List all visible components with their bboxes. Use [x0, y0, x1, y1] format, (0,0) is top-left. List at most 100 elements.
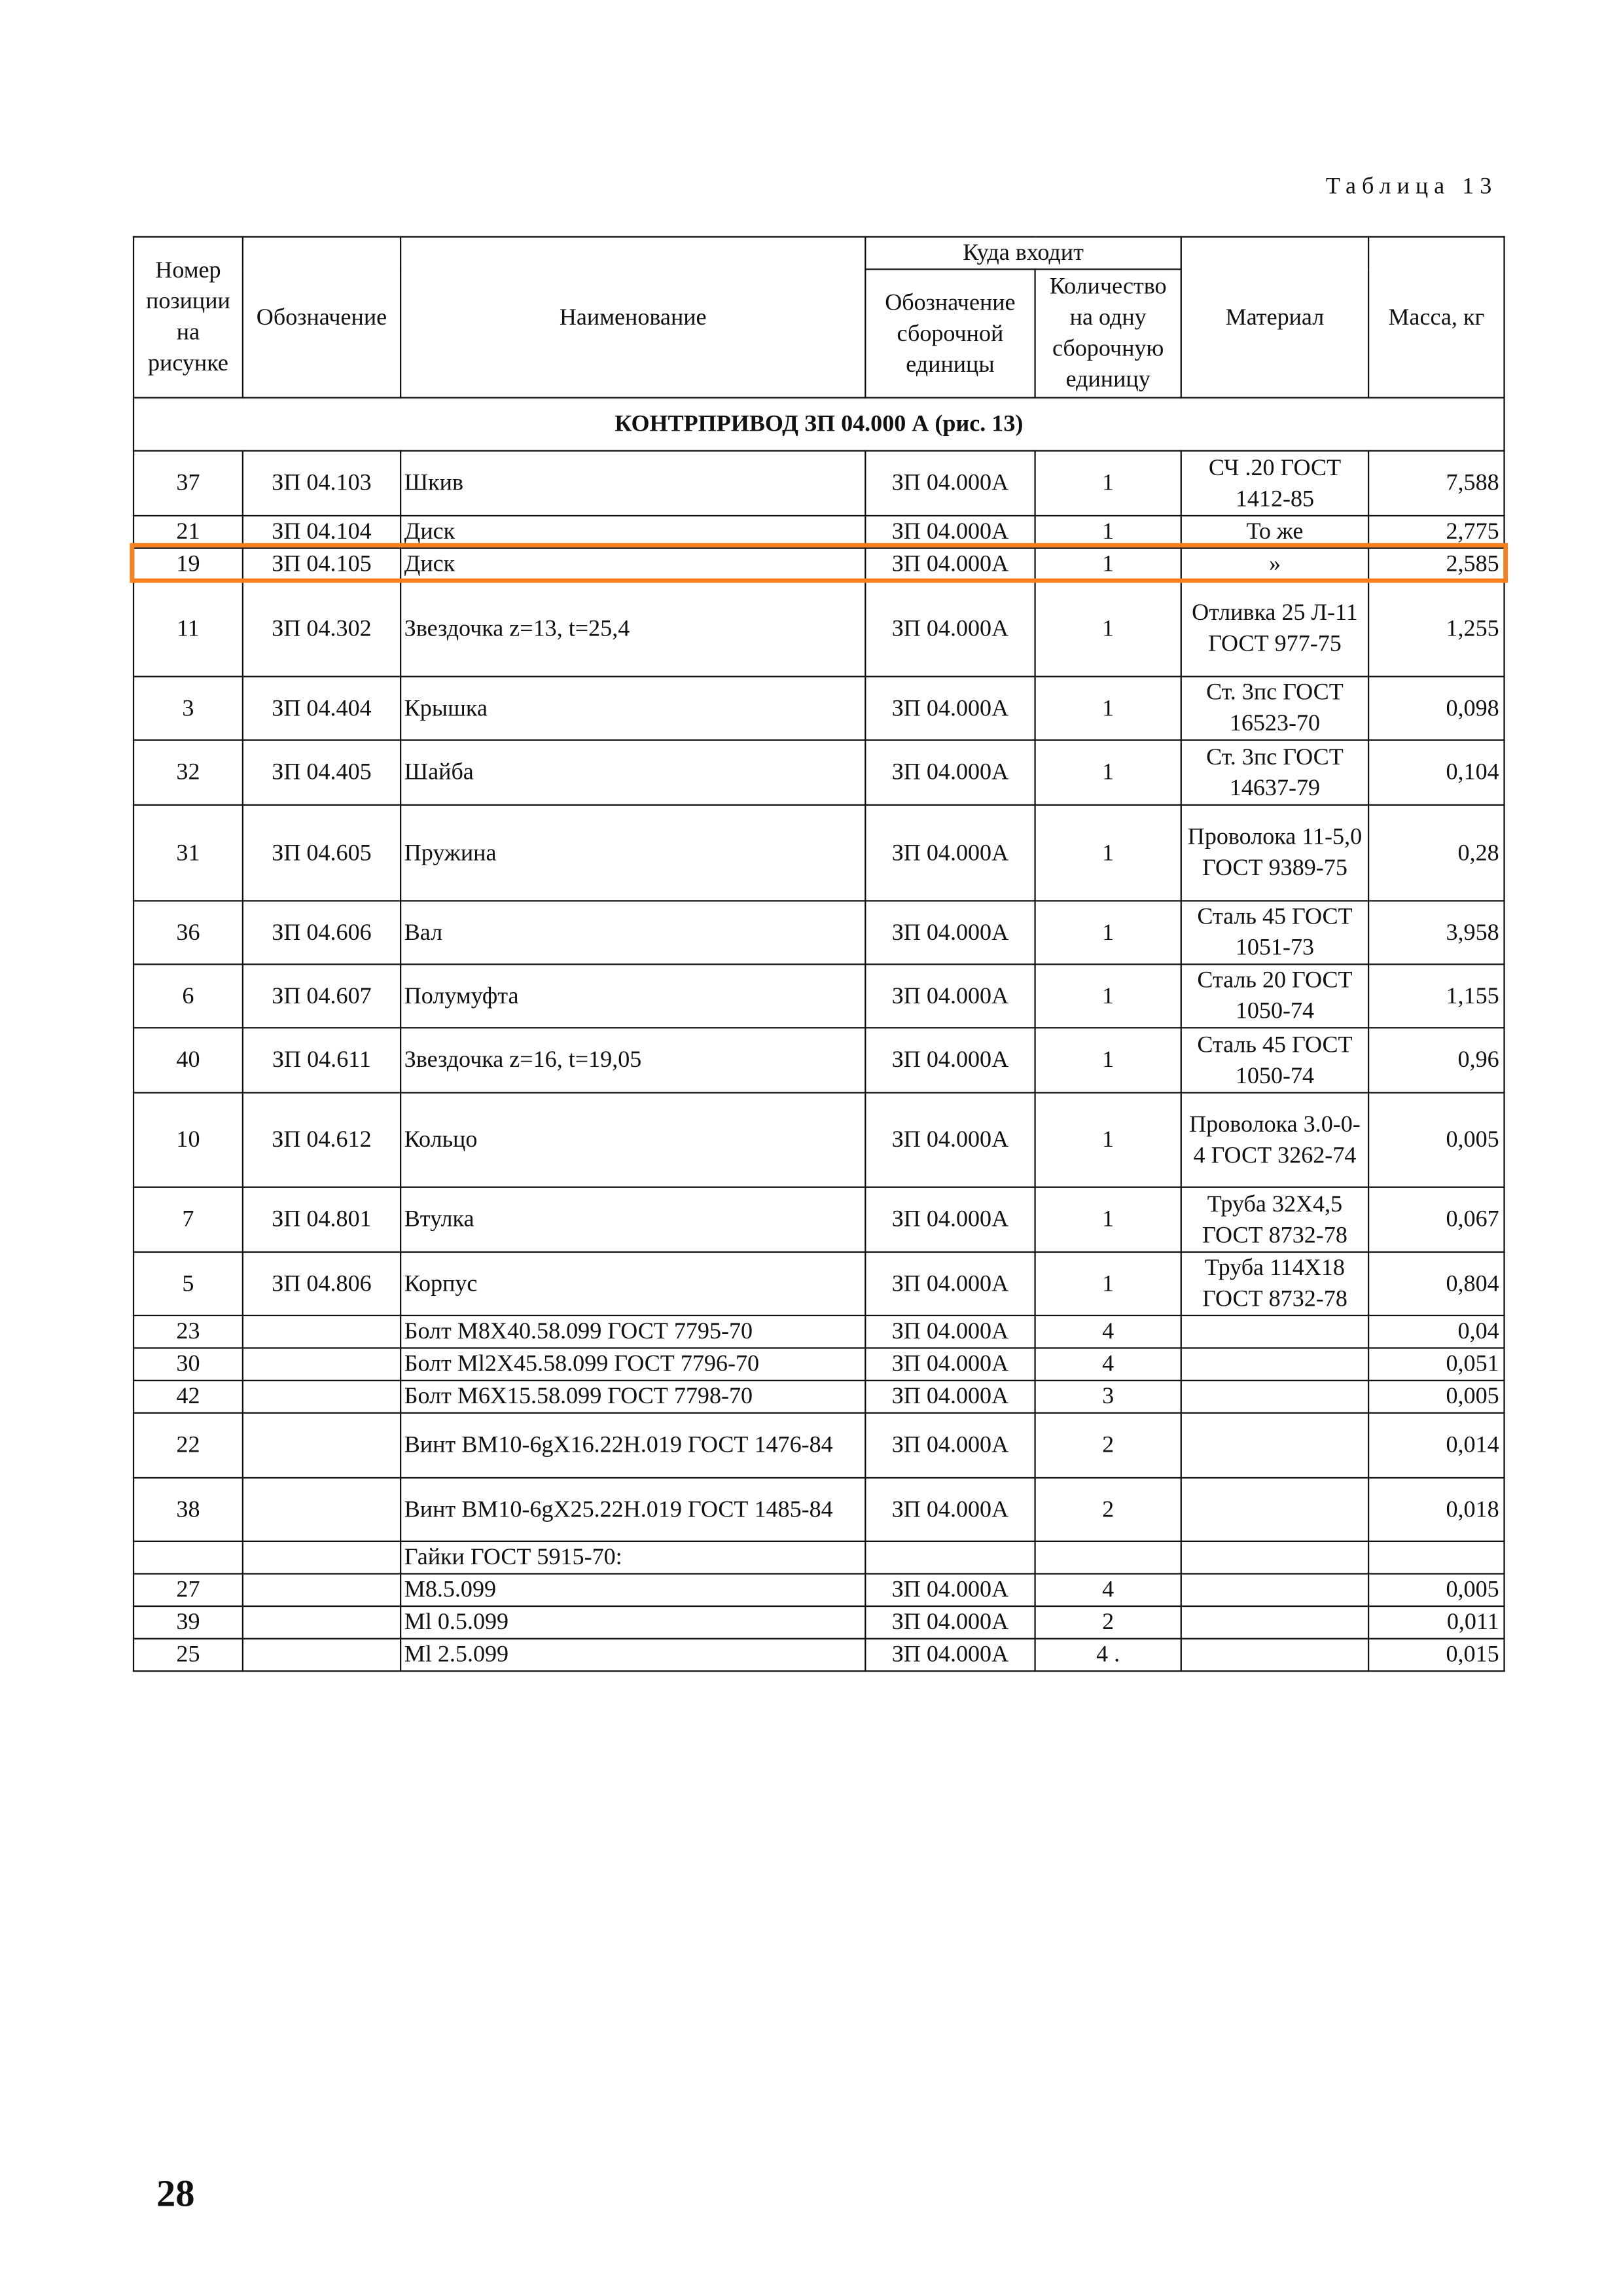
cell-mass: 0,28	[1368, 804, 1505, 902]
cell-designation: ЗП 04.104	[241, 514, 402, 549]
cell-quantity: 4 .	[1034, 1638, 1182, 1672]
cell-position: 11	[132, 580, 244, 677]
table-row: 10 ЗП 04.612 Кольцо ЗП 04.000А 1 Проволока 3.…	[132, 1092, 1505, 1188]
cell-designation: ЗП 04.607	[241, 963, 402, 1029]
header-material: Материал	[1180, 236, 1370, 399]
cell-assembly: ЗП 04.000А	[865, 804, 1036, 902]
cell-designation: ЗП 04.302	[241, 580, 402, 677]
cell-position: 42	[132, 1380, 244, 1414]
table-row: 6 ЗП 04.607 Полумуфта ЗП 04.000А 1 Сталь 20 Г…	[132, 963, 1505, 1029]
cell-mass: 0,005	[1368, 1092, 1505, 1188]
cell-assembly: ЗП 04.000А	[865, 1412, 1036, 1479]
cell-designation	[241, 1540, 402, 1575]
cell-material: Сталь 20 ГОСТ 1050-74	[1180, 963, 1370, 1029]
cell-name: Болт М8Х40.58.099 ГОСТ 7795-70	[399, 1314, 866, 1349]
cell-name: Болт М6Х15.58.099 ГОСТ 7798-70	[399, 1380, 866, 1414]
cell-material: Ст. 3пс ГОСТ 16523-70	[1180, 675, 1370, 741]
table-row: 40 ЗП 04.611 Звездочка z=16, t=19,05 ЗП 04.…	[132, 1027, 1505, 1094]
cell-designation: ЗП 04.806	[241, 1251, 402, 1317]
cell-material: Проволока 11-5,0 ГОСТ 9389-75	[1180, 804, 1370, 902]
cell-assembly: ЗП 04.000А	[865, 450, 1036, 517]
cell-position: 39	[132, 1605, 244, 1640]
cell-quantity: 1	[1034, 675, 1182, 741]
table-row: 39 Ml 0.5.099 ЗП 04.000А 2 0,011	[132, 1605, 1505, 1640]
cell-quantity: 1	[1034, 547, 1182, 582]
cell-quantity: 1	[1034, 1092, 1182, 1188]
cell-name: Кольцо	[399, 1092, 866, 1188]
cell-mass: 0,067	[1368, 1186, 1505, 1253]
table-row: 36 ЗП 04.606 Вал ЗП 04.000А 1 Сталь 45 ГОСТ 1…	[132, 900, 1505, 965]
cell-name: Втулка	[399, 1186, 866, 1253]
table-row: 23 Болт М8Х40.58.099 ГОСТ 7795-70 ЗП 04.00…	[132, 1314, 1505, 1349]
cell-assembly: ЗП 04.000А	[865, 963, 1036, 1029]
cell-quantity: 1	[1034, 1251, 1182, 1317]
cell-material	[1180, 1380, 1370, 1414]
cell-name: Диск	[399, 547, 866, 582]
header-position: Номер позиции на рисунке	[132, 236, 244, 399]
header-name: Наименование	[399, 236, 866, 399]
cell-position: 30	[132, 1347, 244, 1382]
cell-name: Звездочка z=13, t=25,4	[399, 580, 866, 677]
table-row: 27 M8.5.099 ЗП 04.000А 4 0,005	[132, 1573, 1505, 1607]
section-title: КОНТРПРИВОД ЗП 04.000 А (рис. 13)	[132, 397, 1505, 452]
cell-position: 3	[132, 675, 244, 741]
header-assembly-designation: Обозначение сборочной единицы	[865, 268, 1036, 399]
cell-position: 19	[132, 547, 244, 582]
cell-mass: 0,005	[1368, 1573, 1505, 1607]
cell-material	[1180, 1314, 1370, 1349]
cell-assembly: ЗП 04.000А	[865, 1314, 1036, 1349]
cell-name: Вал	[399, 900, 866, 965]
cell-quantity: 1	[1034, 900, 1182, 965]
table-row: 32 ЗП 04.405 Шайба ЗП 04.000А 1 Ст. 3пс ГОСТ …	[132, 739, 1505, 806]
cell-quantity: 1	[1034, 804, 1182, 902]
cell-assembly: ЗП 04.000А	[865, 1380, 1036, 1414]
cell-name: Шкив	[399, 450, 866, 517]
cell-quantity: 1	[1034, 450, 1182, 517]
cell-position: 32	[132, 739, 244, 806]
table-row: 30 Болт Ml2X45.58.099 ГОСТ 7796-70 ЗП 04.0…	[132, 1347, 1505, 1382]
parts-table: Номер позиции на рисунке Обозначение Наи…	[132, 236, 1505, 1672]
cell-name: Пружина	[399, 804, 866, 902]
cell-mass: 0,098	[1368, 675, 1505, 741]
cell-quantity	[1034, 1540, 1182, 1575]
cell-designation: ЗП 04.612	[241, 1092, 402, 1188]
table-row: Гайки ГОСТ 5915-70:	[132, 1540, 1505, 1575]
cell-position: 7	[132, 1186, 244, 1253]
cell-mass: 0,804	[1368, 1251, 1505, 1317]
cell-material: То же	[1180, 514, 1370, 549]
cell-designation	[241, 1412, 402, 1479]
cell-quantity: 4	[1034, 1314, 1182, 1349]
cell-position: 22	[132, 1412, 244, 1479]
cell-position: 21	[132, 514, 244, 549]
table-row: 3 ЗП 04.404 Крышка ЗП 04.000А 1 Ст. 3пс ГОСТ …	[132, 675, 1505, 741]
cell-designation	[241, 1347, 402, 1382]
table-row: 37 ЗП 04.103 Шкив ЗП 04.000А 1 СЧ .20 ГОСТ 14…	[132, 450, 1505, 517]
cell-name: Корпус	[399, 1251, 866, 1317]
table-row: 25 Ml 2.5.099 ЗП 04.000А 4 . 0,015	[132, 1638, 1505, 1672]
cell-assembly: ЗП 04.000А	[865, 1186, 1036, 1253]
cell-mass: 0,104	[1368, 739, 1505, 806]
cell-quantity: 2	[1034, 1412, 1182, 1479]
cell-mass: 1,155	[1368, 963, 1505, 1029]
cell-assembly: ЗП 04.000А	[865, 1605, 1036, 1640]
cell-quantity: 1	[1034, 739, 1182, 806]
cell-mass: 1,255	[1368, 580, 1505, 677]
table-row: 11 ЗП 04.302 Звездочка z=13, t=25,4 ЗП 04.0…	[132, 580, 1505, 677]
header-mass: Масса, кг	[1368, 236, 1505, 399]
cell-mass: 0,015	[1368, 1638, 1505, 1672]
cell-name: Гайки ГОСТ 5915-70:	[399, 1540, 866, 1575]
cell-mass: 0,96	[1368, 1027, 1505, 1094]
cell-quantity: 1	[1034, 963, 1182, 1029]
cell-designation: ЗП 04.606	[241, 900, 402, 965]
cell-assembly: ЗП 04.000А	[865, 1477, 1036, 1543]
cell-designation: ЗП 04.404	[241, 675, 402, 741]
cell-position: 27	[132, 1573, 244, 1607]
cell-assembly: ЗП 04.000А	[865, 1573, 1036, 1607]
cell-position: 37	[132, 450, 244, 517]
cell-assembly: ЗП 04.000А	[865, 675, 1036, 741]
cell-assembly	[865, 1540, 1036, 1575]
cell-material: Сталь 45 ГОСТ 1051-73	[1180, 900, 1370, 965]
cell-quantity: 3	[1034, 1380, 1182, 1414]
cell-position: 31	[132, 804, 244, 902]
cell-designation	[241, 1638, 402, 1672]
